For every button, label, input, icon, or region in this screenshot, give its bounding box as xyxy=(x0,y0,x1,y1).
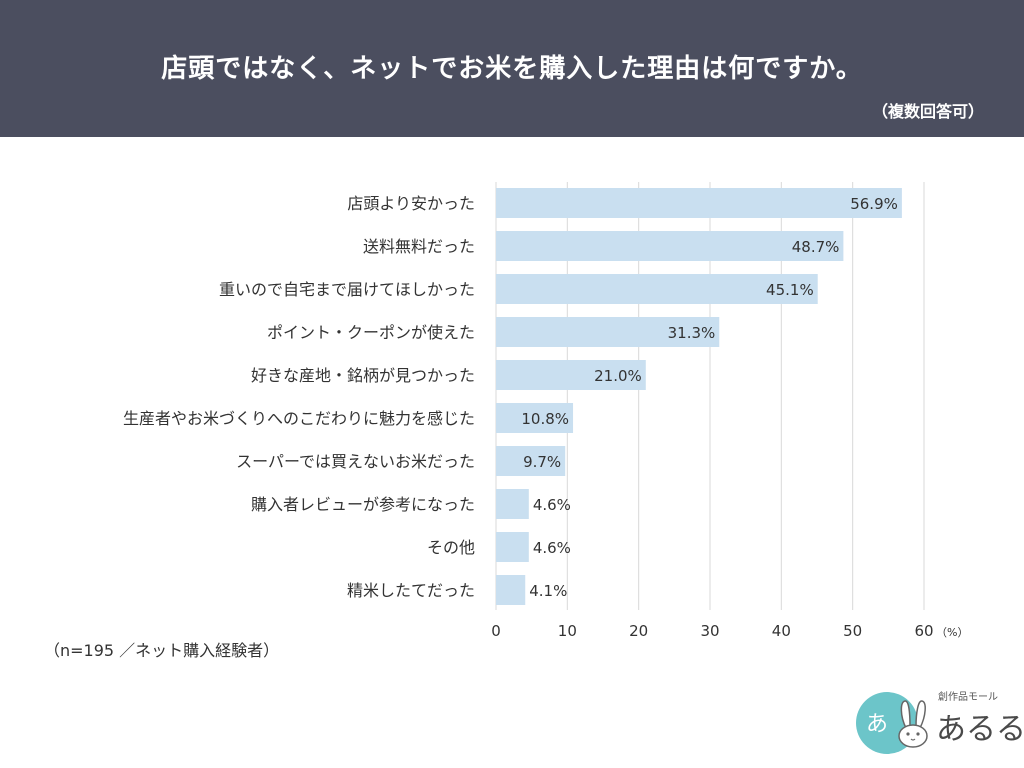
bar xyxy=(496,231,844,261)
bar xyxy=(496,403,574,433)
x-axis-unit: （%） xyxy=(936,626,968,639)
category-label: 店頭より安かった xyxy=(347,194,475,213)
bar xyxy=(496,317,720,347)
logo-circle-text: あ xyxy=(866,712,889,737)
bar xyxy=(496,188,902,218)
category-label: 生産者やお米づくりへのこだわりに魅力を感じた xyxy=(123,409,475,428)
x-tick-label: 20 xyxy=(629,622,648,640)
chart-title: 店頭ではなく、ネットでお米を購入した理由は何ですか。 xyxy=(161,54,863,84)
bar xyxy=(496,575,526,605)
x-tick-label: 50 xyxy=(843,622,862,640)
category-label: 精米したてだった xyxy=(347,581,475,600)
bar xyxy=(496,274,818,304)
x-tick-label: 10 xyxy=(558,622,577,640)
bar xyxy=(496,446,566,476)
data-label: 10.8% xyxy=(521,410,569,428)
data-label: 9.7% xyxy=(523,453,561,471)
data-label: 4.1% xyxy=(529,582,567,600)
category-label: スーパーでは買えないお米だった xyxy=(236,452,475,471)
logo-wordmark: あるる xyxy=(936,712,1024,747)
bar xyxy=(496,532,529,562)
logo-tagline: 創作品モール xyxy=(938,692,998,703)
rabbit-icon xyxy=(898,700,928,748)
brand-logo: あ 創作品モール あるる xyxy=(850,686,1024,758)
x-tick-label: 30 xyxy=(700,622,719,640)
category-label: 好きな産地・銘柄が見つかった xyxy=(251,366,475,385)
bar xyxy=(496,360,646,390)
category-label: 送料無料だった xyxy=(363,237,475,256)
data-label: 4.6% xyxy=(533,539,571,557)
header-banner: 店頭ではなく、ネットでお米を購入した理由は何ですか。 （複数回答可） xyxy=(0,0,1024,137)
category-label: 購入者レビューが参考になった xyxy=(251,495,475,514)
x-tick-label: 0 xyxy=(491,622,501,640)
category-label: 重いので自宅まで届けてほしかった xyxy=(219,280,475,299)
category-label: その他 xyxy=(427,538,475,557)
data-label: 48.7% xyxy=(792,238,840,256)
bar xyxy=(496,489,529,519)
category-label: ポイント・クーポンが使えた xyxy=(267,323,475,342)
data-label: 45.1% xyxy=(766,281,814,299)
sample-size-note: （n=195 ／ネット購入経験者） xyxy=(44,641,280,660)
data-label: 4.6% xyxy=(533,496,571,514)
x-tick-label: 60 xyxy=(914,622,933,640)
data-label: 31.3% xyxy=(668,324,716,342)
chart-subtitle: （複数回答可） xyxy=(871,102,984,121)
data-label: 21.0% xyxy=(594,367,642,385)
data-label: 56.9% xyxy=(850,195,898,213)
x-tick-label: 40 xyxy=(772,622,791,640)
